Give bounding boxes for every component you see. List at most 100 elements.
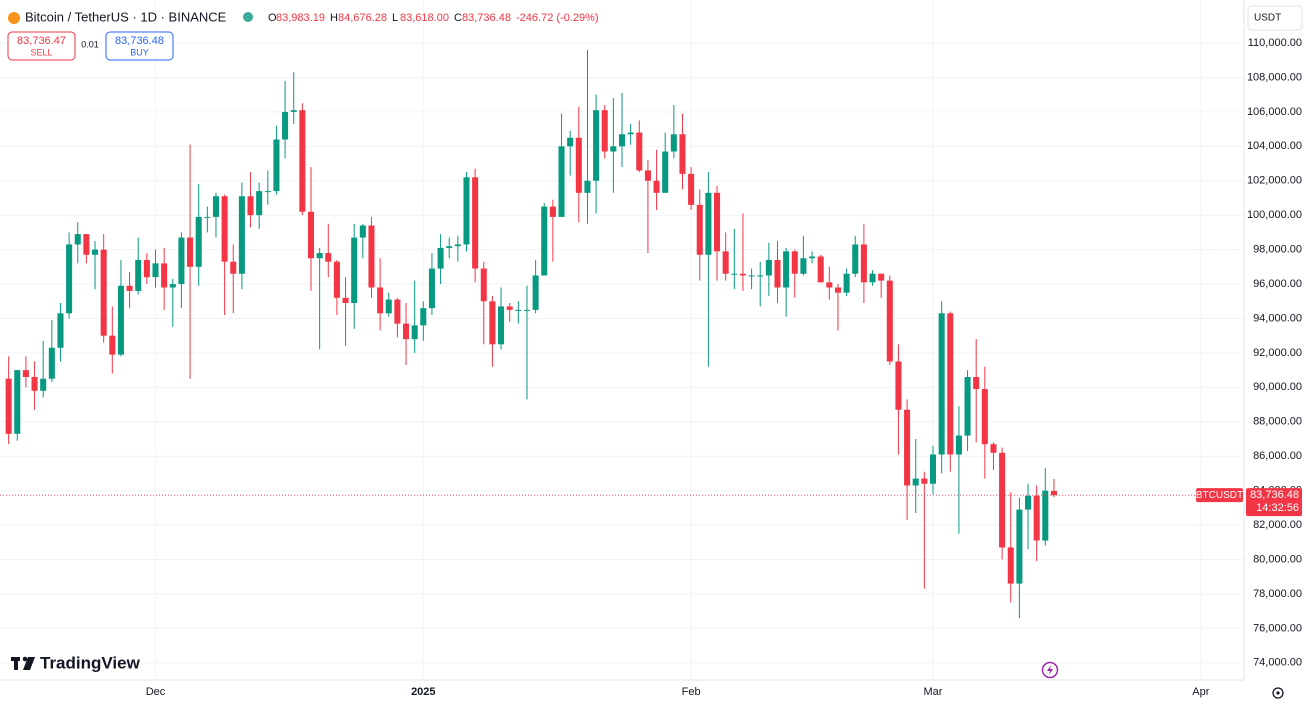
buy-price[interactable]: 83,736.48 (115, 35, 164, 47)
coin-icon (8, 12, 20, 24)
y-tick-label: 94,000.00 (1253, 312, 1302, 324)
currency-label[interactable]: USDT (1254, 13, 1281, 24)
candle-body (66, 244, 73, 314)
candle-body (860, 244, 867, 283)
y-tick-label: 90,000.00 (1253, 381, 1302, 393)
candle-body (221, 196, 228, 262)
y-tick-label: 88,000.00 (1253, 416, 1302, 428)
candle-body (178, 237, 185, 285)
settings-icon-center[interactable] (1276, 691, 1280, 695)
candle-body (143, 259, 150, 278)
candle-body (731, 273, 738, 275)
candle-body (541, 206, 548, 276)
y-tick-label: 108,000.00 (1247, 71, 1302, 83)
candle-body (212, 196, 219, 217)
candle-body (204, 216, 211, 218)
candle-body (428, 268, 435, 309)
candle-body (878, 273, 885, 281)
candle-body (1007, 547, 1014, 584)
candle-body (567, 137, 574, 147)
price-tag-box (1246, 488, 1302, 517)
candle-body (549, 206, 556, 217)
countdown-label: 14:32:56 (1256, 502, 1299, 514)
candle-body (83, 234, 90, 255)
legend-value: 83,736.48 (462, 12, 511, 24)
candle-body (498, 306, 505, 345)
spread: 0.01 (81, 39, 99, 49)
legend-value: 83,983.19 (276, 12, 325, 24)
logo-part (23, 657, 35, 670)
candle-body (5, 378, 12, 434)
buy-button[interactable] (105, 31, 174, 61)
candle-body (947, 313, 954, 455)
brand-logo (11, 656, 35, 670)
candle-body (117, 285, 124, 355)
candle-body (1042, 490, 1049, 541)
candle-body (437, 247, 444, 269)
symbol-tag (1196, 488, 1243, 503)
candle-body (506, 306, 513, 310)
candle-body (990, 444, 997, 453)
candle-body (705, 192, 712, 255)
candle-body (230, 261, 237, 274)
legend-key: H (330, 12, 338, 24)
candle-body (446, 246, 453, 248)
currency-button[interactable] (1247, 5, 1303, 31)
sell-label[interactable]: SELL (30, 47, 52, 57)
y-tick-label: 104,000.00 (1247, 140, 1302, 152)
candle-body (964, 377, 971, 436)
sell-button[interactable] (7, 31, 76, 61)
candle-body (714, 192, 721, 252)
x-tick-label: Dec (146, 686, 166, 698)
candle-body (757, 275, 764, 277)
sell-price[interactable]: 83,736.47 (17, 35, 66, 47)
candle-body (843, 273, 850, 293)
y-tick-label: 82,000.00 (1253, 519, 1302, 531)
y-tick-label: 102,000.00 (1247, 175, 1302, 187)
candle-body (688, 173, 695, 205)
candle-body (826, 282, 833, 288)
candle-body (92, 249, 99, 255)
y-tick-label: 98,000.00 (1253, 244, 1302, 256)
events-icon[interactable] (1041, 661, 1059, 679)
candle-body (921, 478, 928, 484)
candle-body (472, 177, 479, 269)
candle-body (31, 377, 38, 391)
candle-body (14, 370, 21, 434)
candle-body (895, 361, 902, 410)
buy-label[interactable]: BUY (130, 47, 149, 57)
candle-body (256, 191, 263, 216)
candle-body (653, 180, 660, 193)
y-tick-label: 74,000.00 (1253, 657, 1302, 669)
candle-body (981, 389, 988, 445)
candle-body (791, 251, 798, 274)
candle-body (610, 146, 617, 152)
candle-body (601, 110, 608, 152)
candle-body (748, 275, 755, 277)
status-dot (243, 12, 253, 22)
candle-body (325, 253, 332, 262)
settings-icon[interactable] (1272, 687, 1284, 699)
candles (5, 49, 1057, 619)
candle-body (618, 134, 626, 147)
candle-body (1033, 495, 1040, 541)
candle-body (644, 170, 651, 181)
candle-body (558, 146, 565, 217)
candle-body (809, 256, 816, 259)
candle-body (662, 151, 669, 193)
candle-body (126, 285, 133, 291)
candle-body (394, 299, 401, 324)
candle-body (403, 323, 410, 340)
x-tick-label: 2025 (411, 686, 435, 698)
candle-body (904, 409, 911, 486)
candle-body (480, 268, 487, 302)
candle-body (385, 299, 392, 314)
candle-body (696, 204, 703, 255)
candle-body (411, 325, 418, 340)
events-icon-bolt[interactable] (1047, 665, 1053, 675)
candle-body (109, 335, 116, 355)
y-tick-label: 86,000.00 (1253, 450, 1302, 462)
candle-body (247, 196, 254, 216)
legend-value: 83,618.00 (400, 12, 449, 24)
